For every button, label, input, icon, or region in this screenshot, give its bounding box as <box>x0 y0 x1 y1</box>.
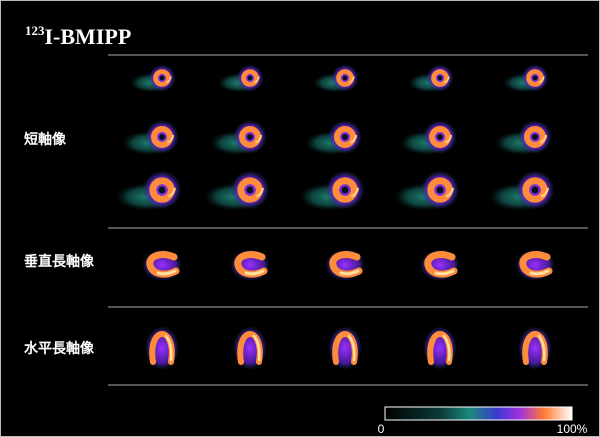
horizontal-long-axis-slice <box>423 326 457 370</box>
colorbar-min: 0 <box>378 422 385 436</box>
vertical-long-axis-slice <box>325 249 365 281</box>
figure: 123I-BMIPP 短軸像 垂直長軸像 水平長軸像 0 100% <box>0 0 600 437</box>
vertical-long-axis-slice <box>515 249 555 281</box>
cavity <box>533 76 538 81</box>
horizontal-long-axis-slice <box>145 326 179 370</box>
cavity <box>159 134 165 140</box>
cavity <box>247 134 253 140</box>
horizontal-long-axis-slice <box>233 326 267 370</box>
title-text: I-BMIPP <box>45 24 132 49</box>
cavity <box>437 187 444 194</box>
cavity <box>247 187 254 194</box>
horizontal-long-axis-slice <box>328 326 362 370</box>
cavity <box>532 187 539 194</box>
background <box>1 1 600 437</box>
horizontal-long-axis-slice <box>518 326 552 370</box>
cavity <box>342 187 349 194</box>
cavity <box>438 76 443 81</box>
vertical-long-axis-slice <box>142 249 182 281</box>
cavity <box>342 134 348 140</box>
cavity <box>532 134 538 140</box>
cavity <box>159 187 166 194</box>
row-label: 短軸像 <box>24 131 67 148</box>
vertical-long-axis-slice <box>420 249 460 281</box>
colorbar <box>385 407 572 420</box>
cavity <box>343 76 348 81</box>
cavity <box>437 134 443 140</box>
cavity <box>248 76 253 81</box>
vertical-long-axis-slice <box>230 249 270 281</box>
colorbar-max: 100% <box>557 422 588 436</box>
cavity <box>160 76 165 81</box>
page: 123I-BMIPP 短軸像 垂直長軸像 水平長軸像 0 100% <box>0 0 600 437</box>
row-label: 垂直長軸像 <box>24 253 95 270</box>
row-label: 水平長軸像 <box>24 340 95 357</box>
title-superscript: 123 <box>25 23 45 38</box>
